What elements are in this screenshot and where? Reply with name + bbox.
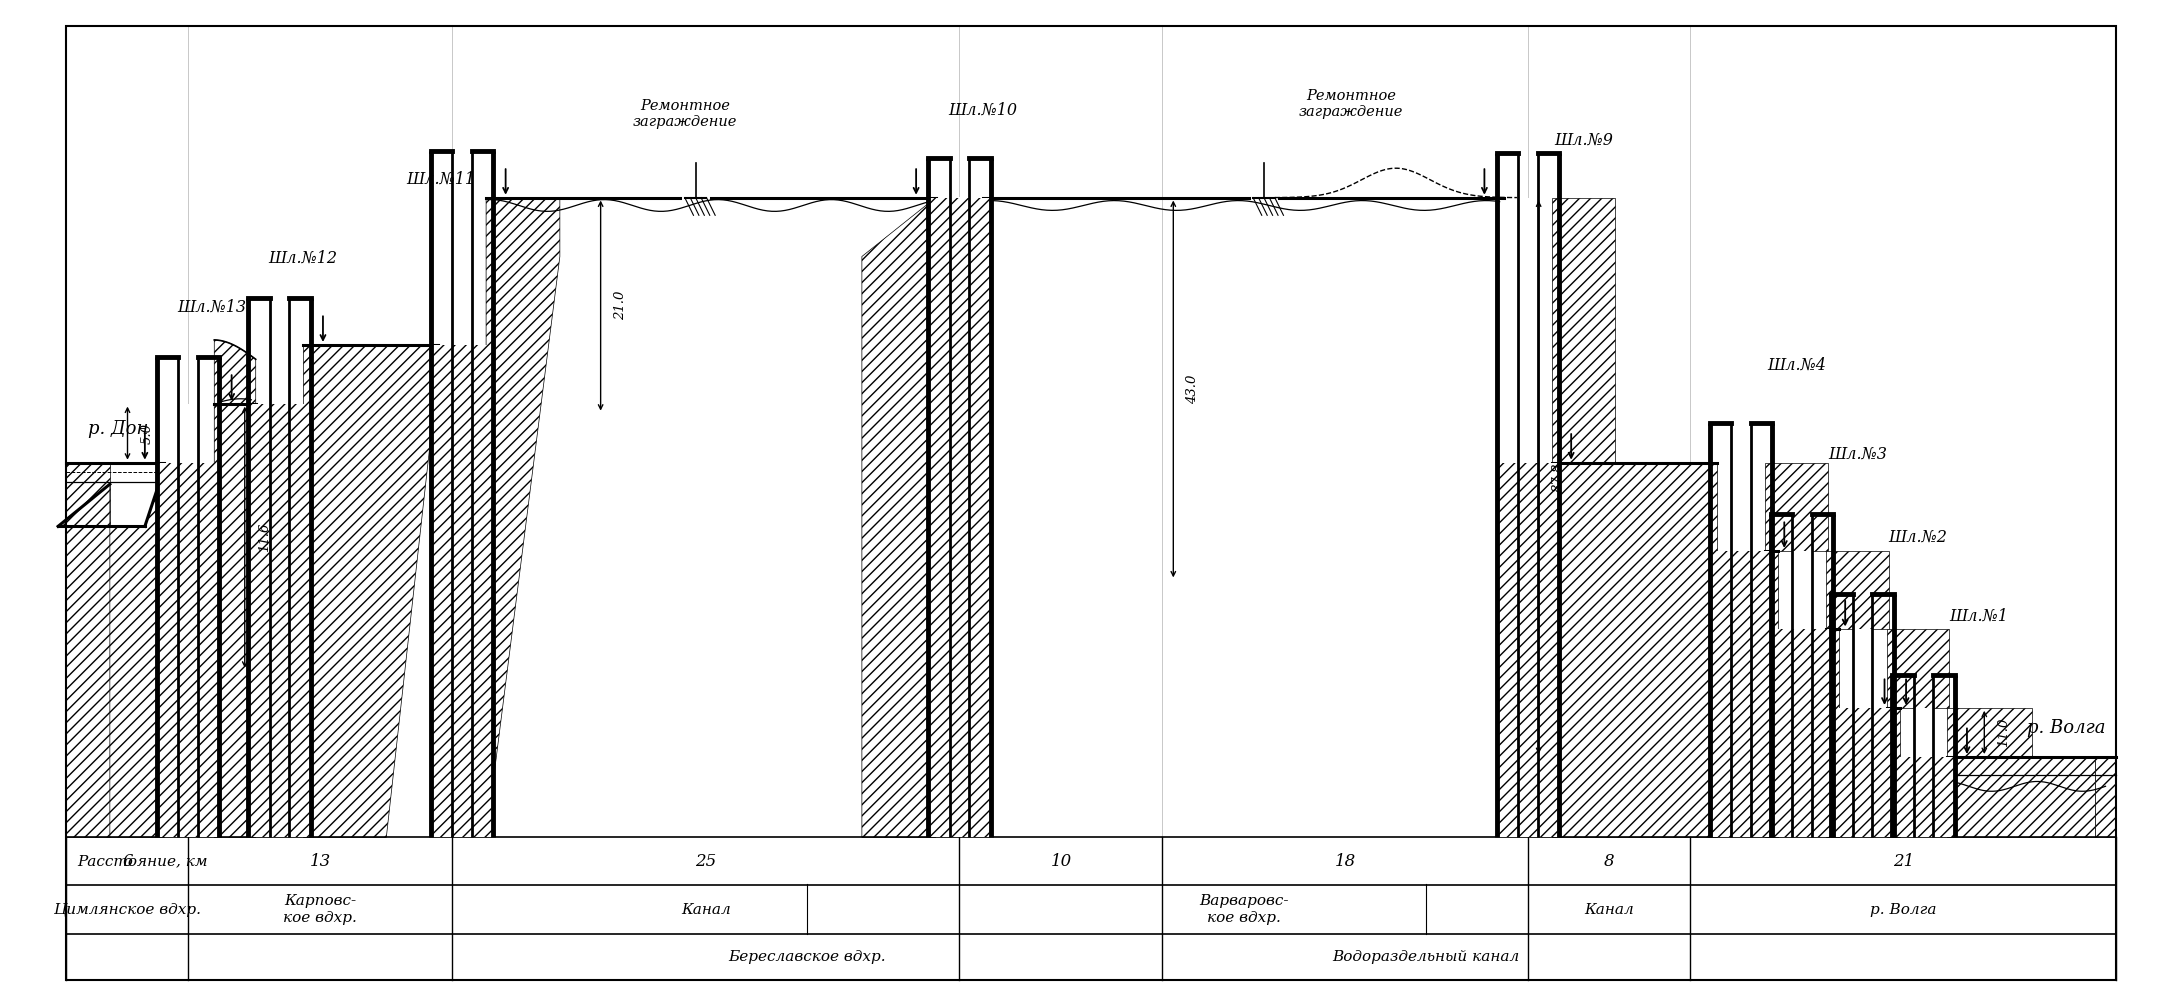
Bar	[1770, 630, 1833, 837]
Polygon shape	[1766, 462, 1827, 837]
Text: 11.6: 11.6	[258, 523, 272, 552]
Bar	[1914, 707, 1933, 757]
Bar	[1497, 462, 1559, 837]
Polygon shape	[1827, 551, 1890, 837]
Polygon shape	[1887, 630, 1950, 837]
Text: 6: 6	[122, 853, 132, 870]
Bar	[1792, 551, 1811, 630]
Bar	[248, 403, 311, 837]
Polygon shape	[862, 198, 936, 837]
Polygon shape	[487, 198, 560, 837]
Text: Канал: Канал	[1583, 902, 1633, 916]
Bar	[452, 198, 471, 344]
Bar	[927, 198, 990, 837]
Bar	[1853, 630, 1872, 707]
Bar	[1518, 198, 1538, 462]
Text: Ремонтное
заграждение: Ремонтное заграждение	[632, 98, 736, 129]
Text: Шл.№2: Шл.№2	[1890, 529, 1948, 546]
Text: 5.0: 5.0	[141, 422, 154, 444]
Text: Расстояние, км: Расстояние, км	[78, 854, 209, 869]
Bar	[1709, 551, 1772, 837]
Text: 11.0: 11.0	[1998, 717, 2011, 747]
Polygon shape	[304, 344, 439, 837]
Bar	[1831, 707, 1894, 837]
Text: Водораздельный канал: Водораздельный канал	[1334, 950, 1520, 963]
Polygon shape	[2094, 757, 2116, 837]
Text: 18: 18	[1334, 853, 1355, 870]
Text: Шл.№11: Шл.№11	[406, 171, 476, 188]
Text: 8: 8	[1603, 853, 1614, 870]
Text: Цимлянское вдхр.: Цимлянское вдхр.	[54, 902, 202, 916]
Text: 21.0: 21.0	[615, 291, 628, 320]
Polygon shape	[59, 467, 165, 837]
Bar	[156, 462, 219, 837]
Bar	[1731, 462, 1751, 551]
Bar	[1892, 757, 1955, 837]
Text: Шл.№13: Шл.№13	[178, 298, 245, 316]
Polygon shape	[1948, 707, 2094, 837]
Text: Шл.№4: Шл.№4	[1768, 357, 1827, 374]
Text: р. Волга: р. Волга	[2026, 719, 2105, 737]
Text: р. Дон: р. Дон	[89, 420, 148, 438]
Polygon shape	[215, 339, 256, 837]
Text: 25: 25	[695, 853, 717, 870]
Text: Шл.№10: Шл.№10	[949, 102, 1019, 119]
Text: Карповс-
кое вдхр.: Карповс- кое вдхр.	[282, 894, 356, 925]
Polygon shape	[67, 462, 111, 837]
Text: Береславское вдхр.: Береславское вдхр.	[728, 950, 886, 963]
Polygon shape	[1551, 198, 1718, 837]
Bar	[430, 344, 493, 837]
Text: Шл.№9: Шл.№9	[1553, 132, 1612, 149]
Text: Ремонтное
заграждение: Ремонтное заграждение	[1299, 89, 1403, 119]
Text: 43.0: 43.0	[1186, 374, 1199, 403]
Text: Шл.№1: Шл.№1	[1950, 607, 2009, 625]
Text: 10: 10	[1051, 853, 1071, 870]
Bar	[178, 403, 198, 462]
Text: Шл.№12: Шл.№12	[269, 249, 337, 267]
Bar	[269, 344, 289, 403]
Text: 13: 13	[311, 853, 330, 870]
Text: 21: 21	[1892, 853, 1914, 870]
Text: Варваровс-
кое вдхр.: Варваровс- кое вдхр.	[1199, 894, 1288, 925]
Text: Канал: Канал	[680, 902, 730, 916]
Text: р. Волга: р. Волга	[1870, 902, 1937, 916]
Text: 87.8: 87.8	[1551, 462, 1564, 492]
Text: Шл.№3: Шл.№3	[1829, 446, 1887, 462]
